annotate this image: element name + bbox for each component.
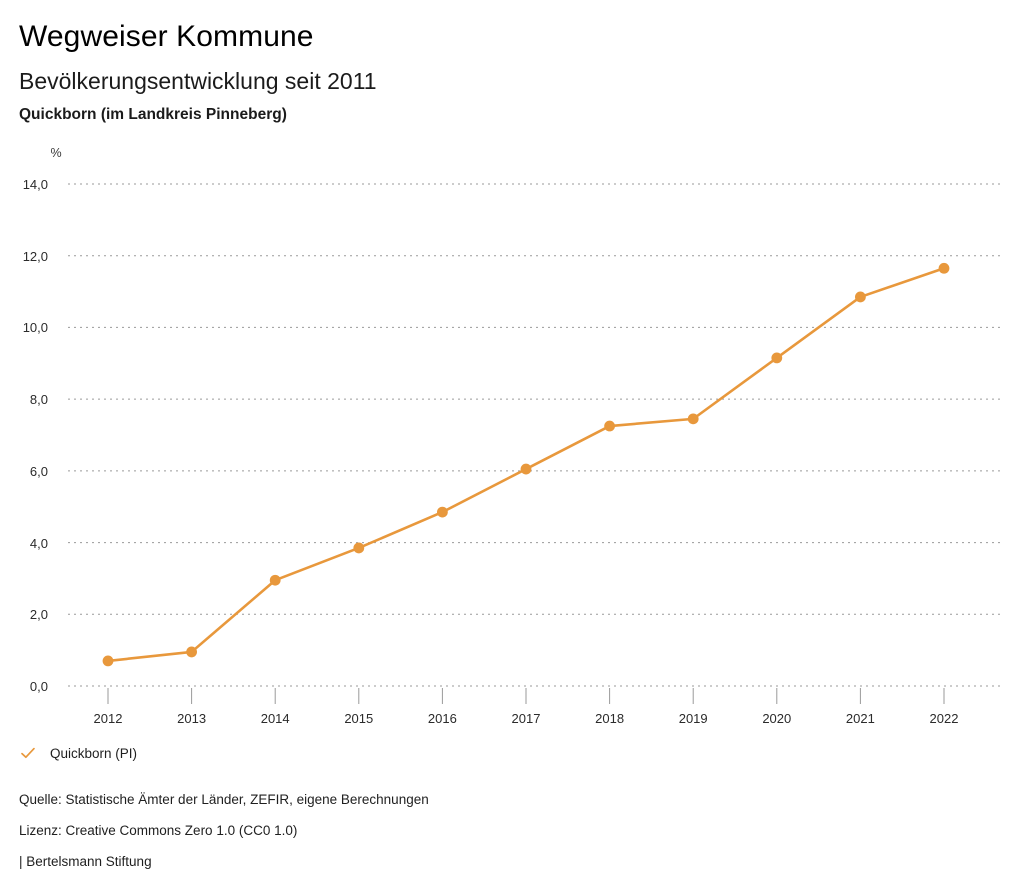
x-axis-tick-label: 2020 bbox=[762, 711, 792, 726]
x-axis-tick-label: 2021 bbox=[845, 711, 875, 726]
data-point bbox=[102, 655, 114, 667]
data-point bbox=[353, 542, 365, 554]
x-axis-tick-label: 2017 bbox=[511, 711, 541, 726]
chart-plot-area bbox=[68, 183, 1000, 704]
x-axis-tick-label: 2016 bbox=[427, 711, 457, 726]
x-axis-tick-label: 2012 bbox=[93, 711, 123, 726]
y-axis-tick-label: 0,0 bbox=[29, 679, 48, 694]
footnote-source: Quelle: Statistische Ämter der Länder, Z… bbox=[19, 792, 429, 807]
data-point bbox=[938, 262, 950, 274]
page-title: Wegweiser Kommune bbox=[19, 20, 314, 53]
x-axis-tick-label: 2018 bbox=[595, 711, 625, 726]
legend-item-label: Quickborn (PI) bbox=[50, 745, 138, 761]
x-axis-tick-label: 2015 bbox=[344, 711, 374, 726]
data-point bbox=[771, 352, 783, 364]
x-axis-tick-label: 2019 bbox=[678, 711, 708, 726]
y-axis-tick-label: 10,0 bbox=[22, 320, 48, 336]
data-point bbox=[855, 291, 866, 303]
y-axis-tick-label: 2,0 bbox=[29, 607, 48, 623]
x-axis-tick-label: 2014 bbox=[260, 711, 290, 726]
footnotes: Quelle: Statistische Ämter der Länder, Z… bbox=[19, 784, 719, 877]
data-point bbox=[269, 574, 281, 586]
check-icon bbox=[19, 744, 37, 762]
y-axis-tick-label: 12,0 bbox=[22, 248, 48, 264]
data-point bbox=[604, 420, 615, 432]
y-axis-tick-label: 4,0 bbox=[29, 535, 48, 551]
data-point bbox=[437, 506, 448, 518]
data-point bbox=[520, 463, 532, 475]
data-point bbox=[186, 646, 198, 658]
chart-legend[interactable]: Quickborn (PI) bbox=[19, 744, 137, 762]
y-axis-unit-label: % bbox=[50, 146, 62, 160]
x-axis-tick-label: 2022 bbox=[929, 711, 959, 726]
footnote-publisher: | Bertelsmann Stiftung bbox=[19, 854, 152, 869]
data-point bbox=[687, 413, 699, 425]
line-chart: % 0,0 2,0 4,0 6,0 8,0 10,0 12,0 14,0 2012 2013 20… bbox=[0, 140, 1024, 730]
region-label: Quickborn (im Landkreis Pinneberg) bbox=[19, 106, 287, 123]
footnote-license: Lizenz: Creative Commons Zero 1.0 (CC0 1… bbox=[19, 823, 298, 838]
y-axis-tick-label: 8,0 bbox=[29, 392, 48, 408]
y-axis-tick-label: 14,0 bbox=[22, 177, 48, 192]
y-axis-tick-label: 6,0 bbox=[29, 463, 48, 479]
page-subtitle: Bevölkerungsentwicklung seit 2011 bbox=[19, 68, 377, 94]
x-axis-tick-label: 2013 bbox=[177, 711, 207, 726]
